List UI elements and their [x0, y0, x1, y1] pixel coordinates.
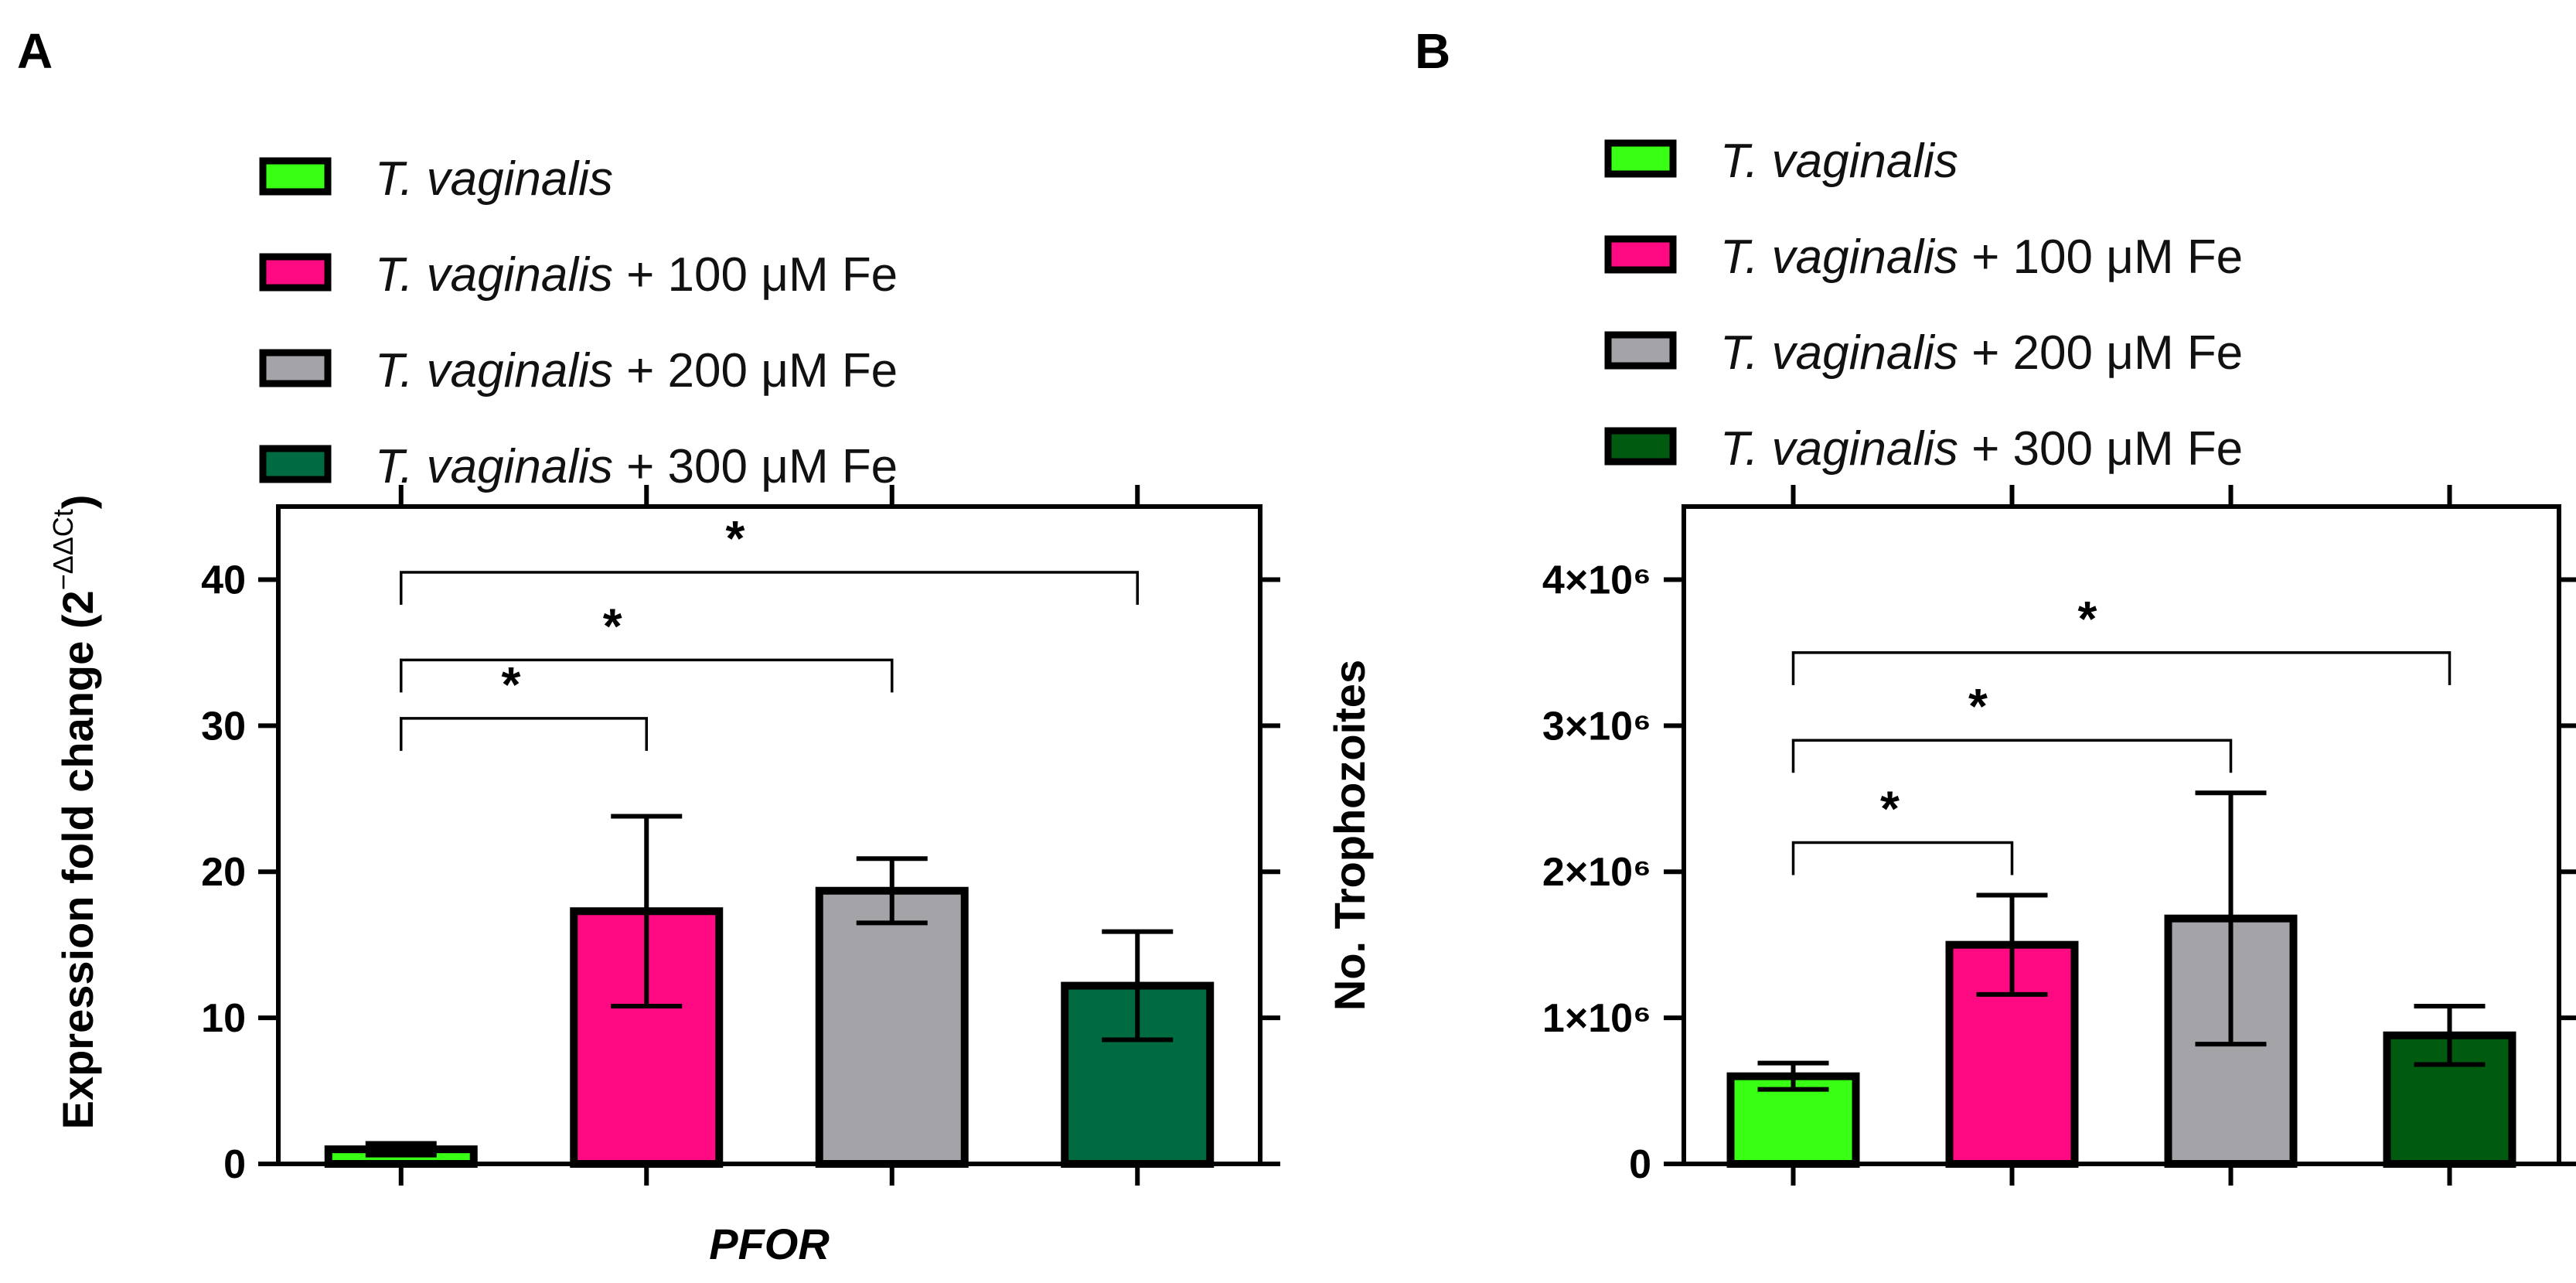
x-axis-title: PFOR [709, 1220, 830, 1268]
y-tick-label-0: 0 [1629, 1142, 1651, 1187]
y-tick-label-3: 30 [201, 704, 246, 749]
legend-label-2: T. vaginalis + 200 μM Fe [1720, 326, 2243, 380]
legend-swatch-0 [1604, 139, 1677, 178]
significance-bracket-1 [400, 658, 894, 693]
panel-b-label: B [1415, 23, 1450, 79]
legend-label-1: T. vaginalis + 100 μM Fe [375, 248, 898, 302]
significance-bracket-2 [1791, 651, 2452, 685]
legend-swatch-3 [1604, 427, 1677, 466]
significance-star-1: * [1968, 678, 1988, 734]
legend-label-italic-1: T. vaginalis [1720, 230, 1958, 284]
panel-a-label: A [17, 23, 53, 79]
y-tick-label-1: 10 [201, 996, 246, 1041]
legend-swatch-0 [259, 157, 332, 196]
legend-swatch-2 [1604, 331, 1677, 370]
y-axis-title-superscript: −ΔΔCt [47, 509, 79, 590]
significance-star-0: * [1880, 780, 1900, 836]
y-tick-label-3: 3×10⁶ [1542, 704, 1651, 749]
legend-label-1: T. vaginalis + 100 μM Fe [1720, 230, 2243, 284]
significance-star-2: * [2078, 591, 2097, 647]
legend-swatch-2 [259, 349, 332, 387]
legend-label-0: T. vaginalis [1720, 135, 1958, 188]
legend-label-italic-2: T. vaginalis [1720, 326, 1958, 380]
legend-label-suffix-3: + 300 μM Fe [613, 440, 898, 493]
y-tick-label-1: 1×10⁶ [1542, 996, 1651, 1041]
legend-label-italic-1: T. vaginalis [375, 248, 613, 302]
significance-bracket-0 [400, 717, 648, 751]
significance-bracket-0 [1791, 841, 2014, 875]
plot-frame [1682, 504, 2561, 1166]
y-axis-title: Expression fold change (2−ΔΔCt) [47, 495, 102, 1130]
y-tick-label-0: 0 [223, 1142, 246, 1187]
legend-label-italic-3: T. vaginalis [375, 440, 613, 493]
legend-swatch-1 [1604, 235, 1677, 274]
legend-swatch-1 [259, 253, 332, 292]
bar-2 [815, 886, 969, 1169]
legend-swatch-3 [259, 445, 332, 483]
legend-label-italic-0: T. vaginalis [1720, 135, 1958, 188]
significance-star-2: * [726, 510, 745, 566]
significance-bracket-1 [1791, 739, 2233, 773]
legend-label-2: T. vaginalis + 200 μM Fe [375, 344, 898, 398]
y-axis-title-text: Expression fold change (2 [53, 590, 102, 1129]
significance-star-1: * [603, 598, 622, 653]
legend-label-0: T. vaginalis [375, 152, 613, 206]
legend-label-suffix-3: + 300 μM Fe [1958, 422, 2243, 476]
y-tick-label-2: 2×10⁶ [1542, 850, 1651, 895]
legend-label-italic-0: T. vaginalis [375, 152, 613, 206]
y-axis-title-text: No. Trophozoites [1325, 660, 1374, 1011]
legend-label-3: T. vaginalis + 300 μM Fe [375, 440, 898, 493]
legend-label-3: T. vaginalis + 300 μM Fe [1720, 422, 2243, 476]
legend-label-suffix-1: + 100 μM Fe [613, 248, 898, 302]
y-tick-label-2: 20 [201, 850, 246, 895]
legend-label-suffix-2: + 200 μM Fe [1958, 326, 2243, 380]
significance-star-0: * [502, 657, 521, 712]
significance-bracket-2 [400, 571, 1139, 605]
plot-frame [276, 504, 1262, 1166]
legend-label-suffix-2: + 200 μM Fe [613, 344, 898, 398]
legend-label-italic-2: T. vaginalis [375, 344, 613, 398]
legend-label-suffix-1: + 100 μM Fe [1958, 230, 2243, 284]
y-axis-title-close: ) [53, 495, 102, 510]
legend-label-italic-3: T. vaginalis [1720, 422, 1958, 476]
y-tick-label-4: 4×10⁶ [1542, 558, 1651, 602]
y-axis-title: No. Trophozoites [1325, 660, 1374, 1011]
y-tick-label-4: 40 [201, 558, 246, 602]
